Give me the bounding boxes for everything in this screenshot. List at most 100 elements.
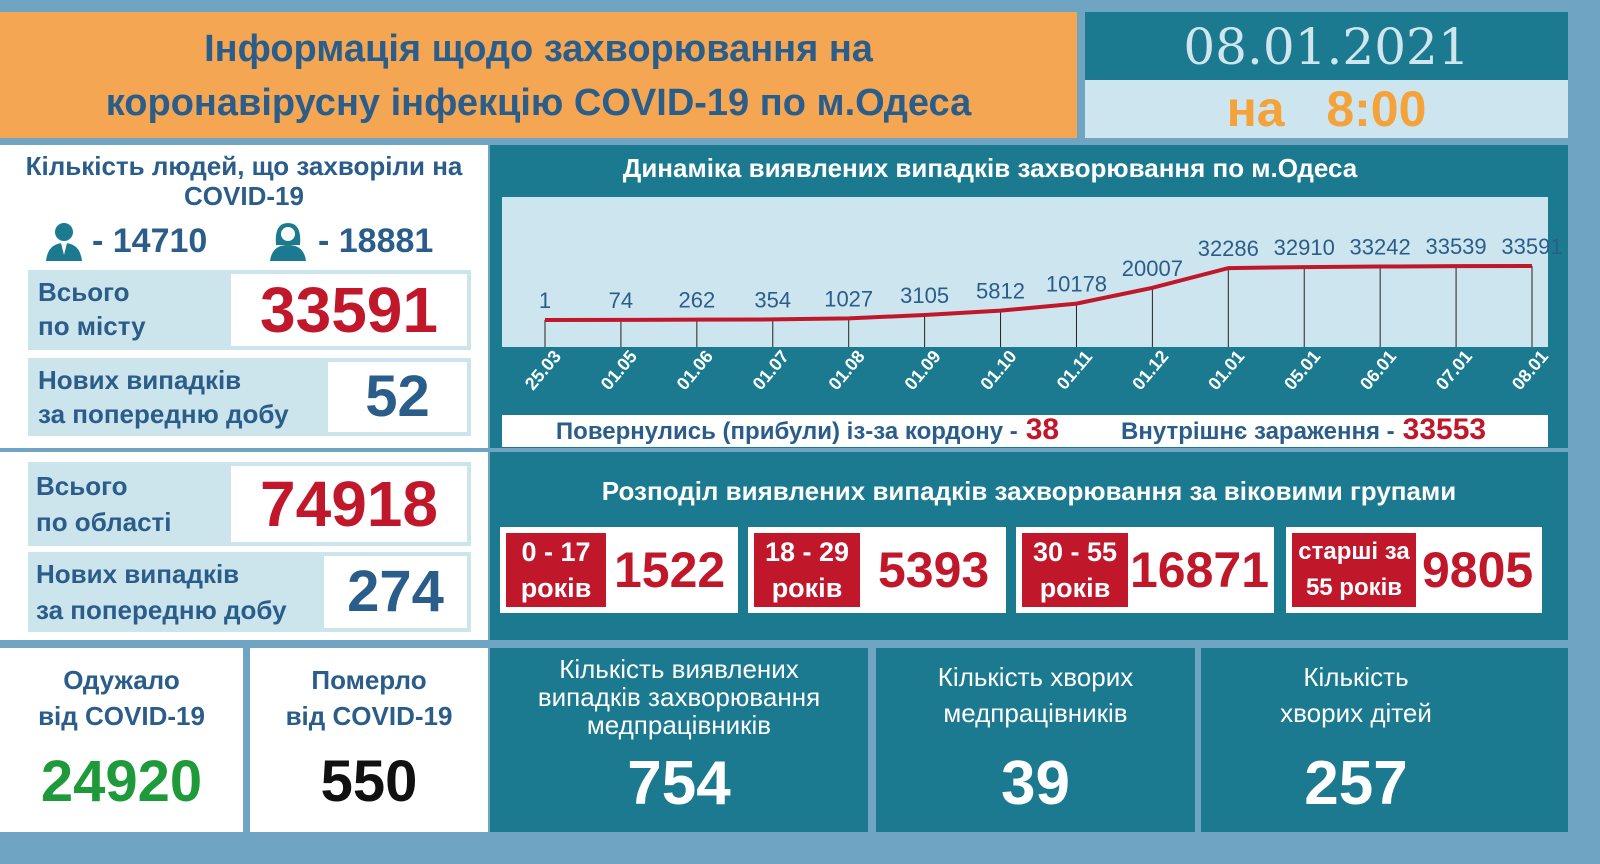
x-tick-label: 06.01: [1356, 346, 1400, 393]
died-box: Померло від COVID-19 550: [250, 648, 488, 832]
age-value: 1522: [614, 542, 726, 598]
region-new-value: 274: [324, 556, 467, 628]
city-total-label-2: по місту: [38, 311, 146, 341]
medical-sick-value: 39: [1001, 749, 1070, 818]
data-label: 262: [678, 288, 715, 313]
data-label: 10178: [1046, 272, 1107, 297]
city-total-label-1: Всього: [38, 277, 130, 307]
region-total-value: 74918: [231, 466, 467, 542]
recovered-label-1: Одужало: [63, 665, 180, 695]
age-unit: 55 років: [1305, 574, 1403, 601]
x-tick-label: 07.01: [1432, 346, 1476, 393]
medical-cases-label-2: випадків захворювання: [537, 682, 821, 712]
chart-title: Динаміка виявлених випадків захворювання…: [622, 153, 1358, 183]
woman-icon: [268, 221, 308, 261]
died-label-2: від COVID-19: [285, 701, 453, 731]
city-new-label-2: за попередню добу: [38, 399, 289, 429]
page-title: Інформація щодо захворювання на коронаві…: [0, 12, 1077, 138]
region-new-box: Нових випадків за попередню добу 274: [28, 552, 471, 632]
returned-group: Повернулись (прибули) із-за кордону - 38: [556, 414, 1067, 448]
x-tick-label: 01.01: [1204, 346, 1248, 393]
title-line-1: Інформація щодо захворювання на: [204, 28, 873, 70]
x-tick-label: 05.01: [1280, 346, 1324, 393]
age-group-30-55: 30 - 55 років 16871: [1016, 527, 1274, 613]
x-tick-label: 25.03: [521, 346, 565, 393]
data-label: 1: [539, 288, 551, 313]
age-unit: років: [520, 573, 592, 603]
medical-cases-value: 754: [627, 749, 731, 818]
age-range: 18 - 29: [764, 537, 850, 567]
age-range: старші за: [1298, 538, 1410, 565]
died-label-1: Померло: [311, 665, 427, 695]
recovered-box: Одужало від COVID-19 24920: [0, 648, 243, 832]
returned-value: 38: [1025, 413, 1060, 446]
line-chart: 1 25.03 74 01.05 262 01.06 354 01.07 1027 01.08 31…: [502, 197, 1563, 394]
data-label: 3105: [900, 283, 949, 308]
died-value: 550: [320, 749, 418, 814]
region-total-label-1: Всього: [36, 471, 128, 501]
returned-label: Повернулись (прибули) із-за кордону -: [555, 418, 1018, 445]
women-count: - 18881: [318, 222, 434, 260]
city-total-value: 33591: [231, 274, 467, 346]
age-unit: років: [1039, 573, 1111, 603]
medical-cases-label-1: Кількість виявлених: [559, 654, 799, 684]
x-tick-label: 01.06: [673, 346, 717, 393]
region-panel: Всього по області 74918 Нових випадків з…: [0, 452, 488, 640]
kids-value: 257: [1304, 749, 1408, 818]
data-label: 33591: [1501, 234, 1562, 259]
recovered-value: 24920: [40, 749, 203, 814]
medical-sick-box: Кількість хворих медпрацівників 39: [876, 648, 1195, 832]
x-tick-label: 01.10: [976, 346, 1020, 393]
age-range: 0 - 17: [521, 537, 591, 567]
report-time: на 8:00: [1085, 80, 1568, 138]
region-total-label-2: по області: [36, 507, 172, 537]
plot-area: [502, 197, 1548, 347]
report-date: 08.01.2021: [1183, 18, 1470, 76]
age-value: 9805: [1422, 542, 1534, 598]
x-tick-label: 01.09: [900, 346, 944, 393]
age-panel: Розподіл виявлених випадків захворювання…: [490, 452, 1568, 640]
age-unit: років: [771, 573, 843, 603]
age-value: 16871: [1130, 542, 1270, 598]
age-group-18-29: 18 - 29 років 5393: [748, 527, 1006, 613]
x-tick-label: 01.12: [1128, 346, 1172, 393]
time-prefix: на: [1226, 81, 1285, 137]
medical-sick-label-1: Кількість хворих: [937, 662, 1134, 692]
kids-sick-box: Кількість хворих дітей 257: [1201, 648, 1568, 832]
title-line-2: коронавірусну інфекцію COVID-19 по м.Оде…: [105, 82, 972, 124]
data-label: 5812: [976, 279, 1025, 304]
internal-value: 33553: [1402, 413, 1487, 446]
x-tick-label: 08.01: [1508, 346, 1552, 393]
kids-label-1: Кількість: [1303, 662, 1409, 692]
sources-bar: Повернулись (прибули) із-за кордону -38 …: [502, 414, 1548, 448]
date-block: 08.01.2021 на 8:00: [1085, 12, 1568, 138]
data-label: 354: [754, 287, 791, 312]
city-total-box: Всього по місту 33591: [28, 270, 471, 350]
men-count: - 14710: [92, 222, 208, 260]
age-title: Розподіл виявлених випадків захворювання…: [601, 476, 1457, 506]
internal-group: Внутрішнє зараження - 33553: [1121, 414, 1494, 448]
region-new-label-1: Нових випадків: [36, 559, 240, 589]
medical-sick-label-2: медпрацівників: [943, 698, 1128, 728]
x-tick-label: 01.08: [825, 346, 869, 393]
age-range: 30 - 55: [1032, 537, 1118, 567]
x-tick-label: 01.05: [597, 346, 641, 393]
medical-cases-box: Кількість виявлених випадків захворюванн…: [490, 648, 868, 832]
medical-cases-label-3: медпрацівників: [586, 710, 772, 740]
x-tick-label: 01.11: [1053, 347, 1097, 394]
city-new-box: Нових випадків за попередню добу 52: [28, 358, 471, 436]
internal-label: Внутрішнє зараження -: [1120, 418, 1395, 445]
city-heading: Кількість людей, що захворіли на COVID-1…: [25, 151, 463, 211]
city-panel: Кількість людей, що захворіли на COVID-1…: [0, 145, 488, 448]
data-label: 33242: [1350, 235, 1411, 260]
data-label: 74: [609, 288, 633, 313]
recovered-label-2: від COVID-19: [38, 701, 205, 731]
man-icon: [44, 221, 84, 261]
age-value: 5393: [878, 542, 990, 598]
data-label: 32910: [1274, 235, 1335, 260]
series-line: [544, 264, 1533, 322]
data-label: 32286: [1198, 236, 1259, 261]
age-group-55-plus: старші за 55 років 9805: [1286, 527, 1542, 613]
x-tick-label: 01.07: [749, 346, 793, 393]
data-label: 1027: [824, 286, 873, 311]
